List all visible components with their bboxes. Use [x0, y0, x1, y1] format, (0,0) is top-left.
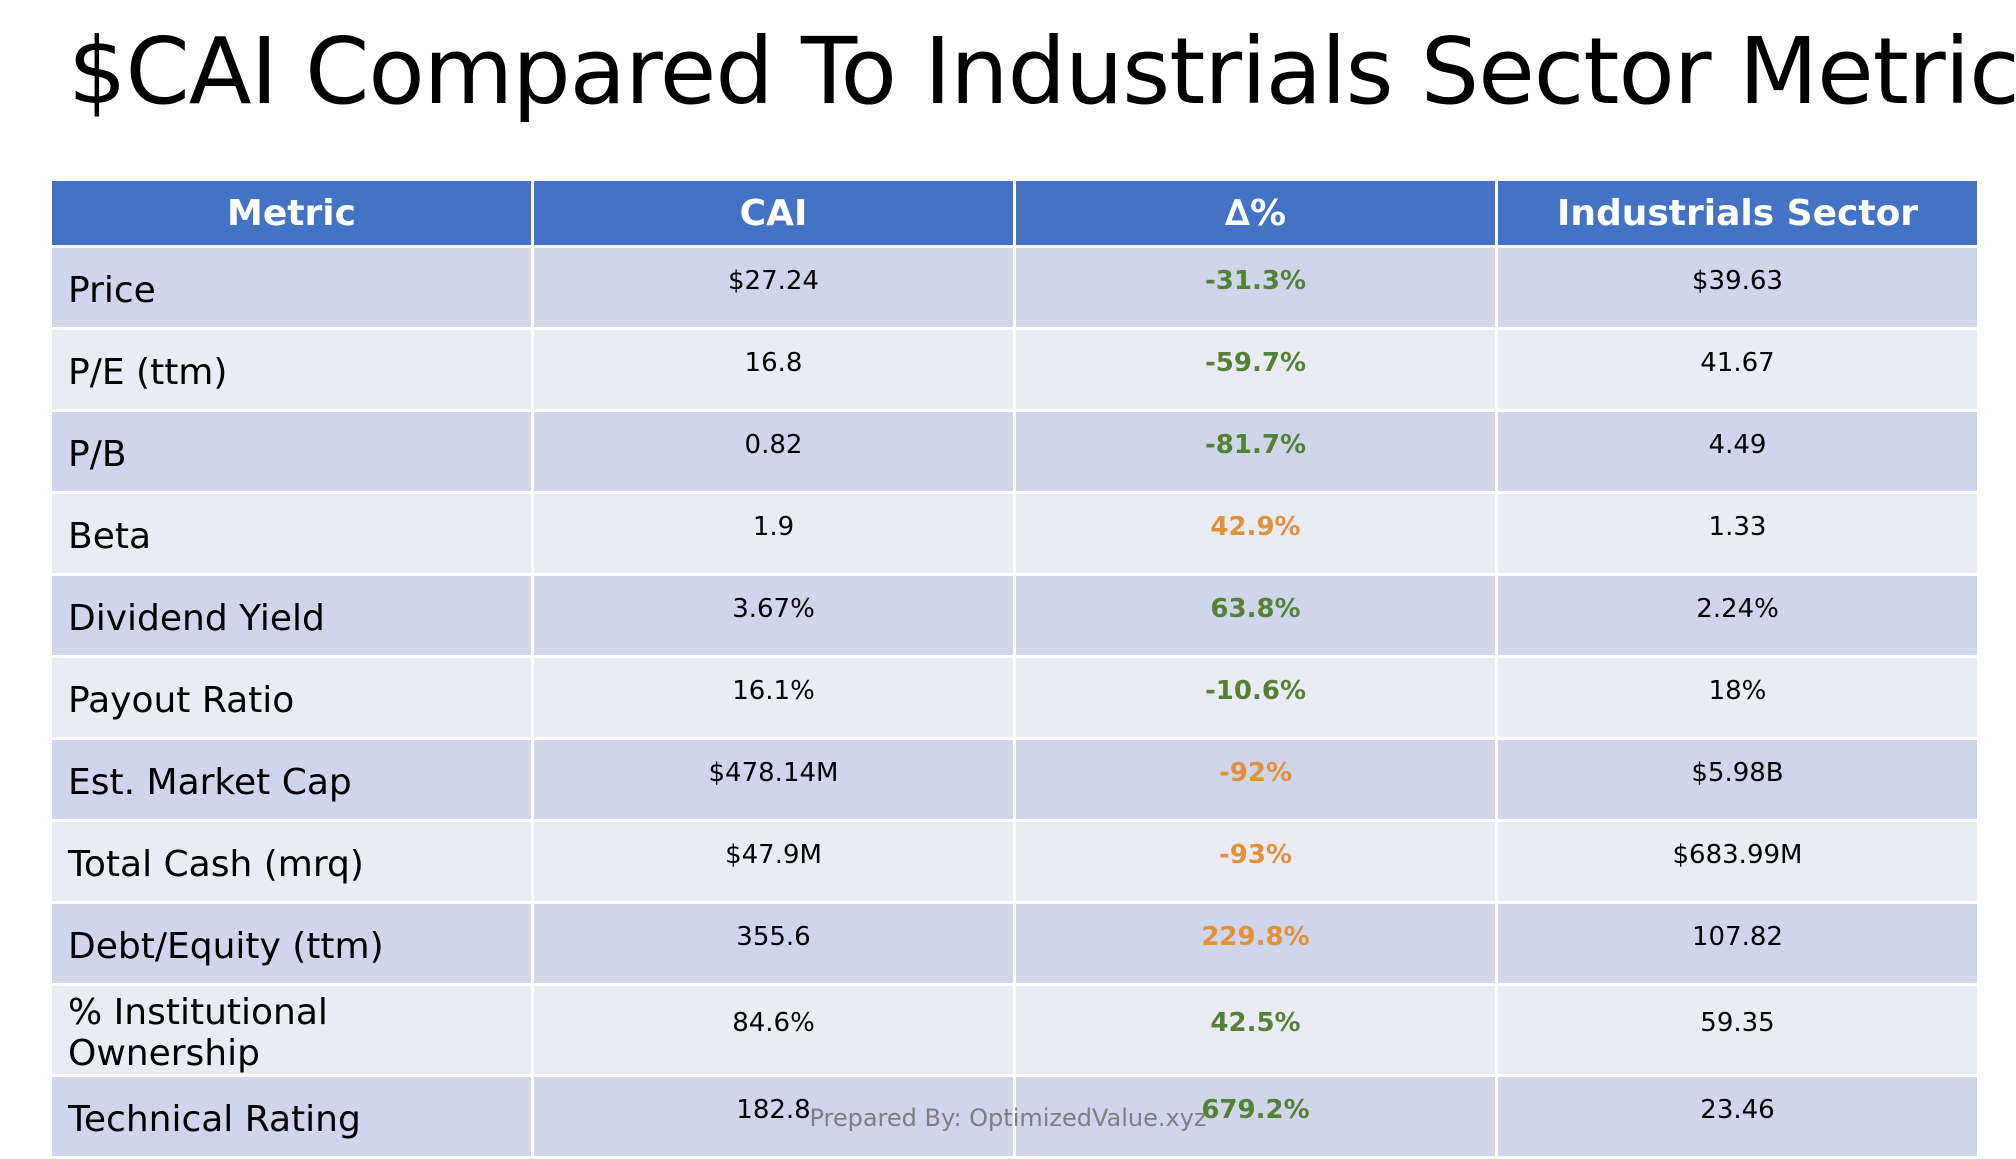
table-row: Dividend Yield 3.67% 63.8% 2.24%: [52, 576, 1977, 655]
metric-cell: Dividend Yield: [52, 576, 531, 655]
table-row: Payout Ratio 16.1% -10.6% 18%: [52, 658, 1977, 737]
header-metric: Metric: [52, 181, 531, 245]
delta-cell: 229.8%: [1016, 904, 1495, 983]
table-row: P/E (ttm) 16.8 -59.7% 41.67: [52, 330, 1977, 409]
metric-cell: Beta: [52, 494, 531, 573]
delta-cell: -59.7%: [1016, 330, 1495, 409]
table-row: Price $27.24 -31.3% $39.63: [52, 248, 1977, 327]
metric-cell: Payout Ratio: [52, 658, 531, 737]
sector-value-cell: 59.35: [1498, 986, 1977, 1074]
metrics-table-container: Metric CAI ∆% Industrials Sector Price $…: [52, 181, 1977, 1156]
table-row: Est. Market Cap $478.14M -92% $5.98B: [52, 740, 1977, 819]
metrics-table: Metric CAI ∆% Industrials Sector Price $…: [49, 178, 1980, 1159]
delta-cell: 42.9%: [1016, 494, 1495, 573]
table-row: P/B 0.82 -81.7% 4.49: [52, 412, 1977, 491]
metric-cell: P/B: [52, 412, 531, 491]
delta-cell: -92%: [1016, 740, 1495, 819]
delta-cell: 42.5%: [1016, 986, 1495, 1074]
cai-value-cell: 355.6: [534, 904, 1013, 983]
footer-credit: Prepared By: OptimizedValue.xyz: [809, 1104, 1207, 1132]
header-cai: CAI: [534, 181, 1013, 245]
sector-value-cell: 41.67: [1498, 330, 1977, 409]
cai-value-cell: $47.9M: [534, 822, 1013, 901]
delta-cell: -10.6%: [1016, 658, 1495, 737]
table-row: % Institutional Ownership 84.6% 42.5% 59…: [52, 986, 1977, 1074]
metric-cell: Debt/Equity (ttm): [52, 904, 531, 983]
delta-cell: 63.8%: [1016, 576, 1495, 655]
cai-value-cell: 84.6%: [534, 986, 1013, 1074]
cai-value-cell: 16.8: [534, 330, 1013, 409]
sector-value-cell: $683.99M: [1498, 822, 1977, 901]
table-row: Technical Rating 182.8 679.2% 23.46: [52, 1077, 1977, 1156]
header-sector: Industrials Sector: [1498, 181, 1977, 245]
delta-cell: 679.2%: [1016, 1077, 1495, 1156]
metric-cell: Technical Rating: [52, 1077, 531, 1156]
metric-cell: % Institutional Ownership: [52, 986, 531, 1074]
sector-value-cell: 4.49: [1498, 412, 1977, 491]
cai-value-cell: 0.82: [534, 412, 1013, 491]
metric-cell: Total Cash (mrq): [52, 822, 531, 901]
delta-cell: -81.7%: [1016, 412, 1495, 491]
sector-value-cell: 107.82: [1498, 904, 1977, 983]
sector-value-cell: 18%: [1498, 658, 1977, 737]
metric-cell: Est. Market Cap: [52, 740, 531, 819]
cai-value-cell: 3.67%: [534, 576, 1013, 655]
delta-cell: -31.3%: [1016, 248, 1495, 327]
sector-value-cell: $5.98B: [1498, 740, 1977, 819]
table-header-row: Metric CAI ∆% Industrials Sector: [52, 181, 1977, 245]
page-title: $CAI Compared To Industrials Sector Metr…: [68, 18, 2016, 125]
table-row: Beta 1.9 42.9% 1.33: [52, 494, 1977, 573]
sector-value-cell: $39.63: [1498, 248, 1977, 327]
cai-value-cell: 16.1%: [534, 658, 1013, 737]
sector-value-cell: 2.24%: [1498, 576, 1977, 655]
delta-cell: -93%: [1016, 822, 1495, 901]
cai-value-cell: $27.24: [534, 248, 1013, 327]
table-row: Total Cash (mrq) $47.9M -93% $683.99M: [52, 822, 1977, 901]
header-delta: ∆%: [1016, 181, 1495, 245]
table-body: Price $27.24 -31.3% $39.63 P/E (ttm) 16.…: [52, 248, 1977, 1156]
cai-value-cell: 182.8: [534, 1077, 1013, 1156]
metric-cell: P/E (ttm): [52, 330, 531, 409]
cai-value-cell: $478.14M: [534, 740, 1013, 819]
metric-cell: Price: [52, 248, 531, 327]
sector-value-cell: 23.46: [1498, 1077, 1977, 1156]
sector-value-cell: 1.33: [1498, 494, 1977, 573]
cai-value-cell: 1.9: [534, 494, 1013, 573]
table-row: Debt/Equity (ttm) 355.6 229.8% 107.82: [52, 904, 1977, 983]
